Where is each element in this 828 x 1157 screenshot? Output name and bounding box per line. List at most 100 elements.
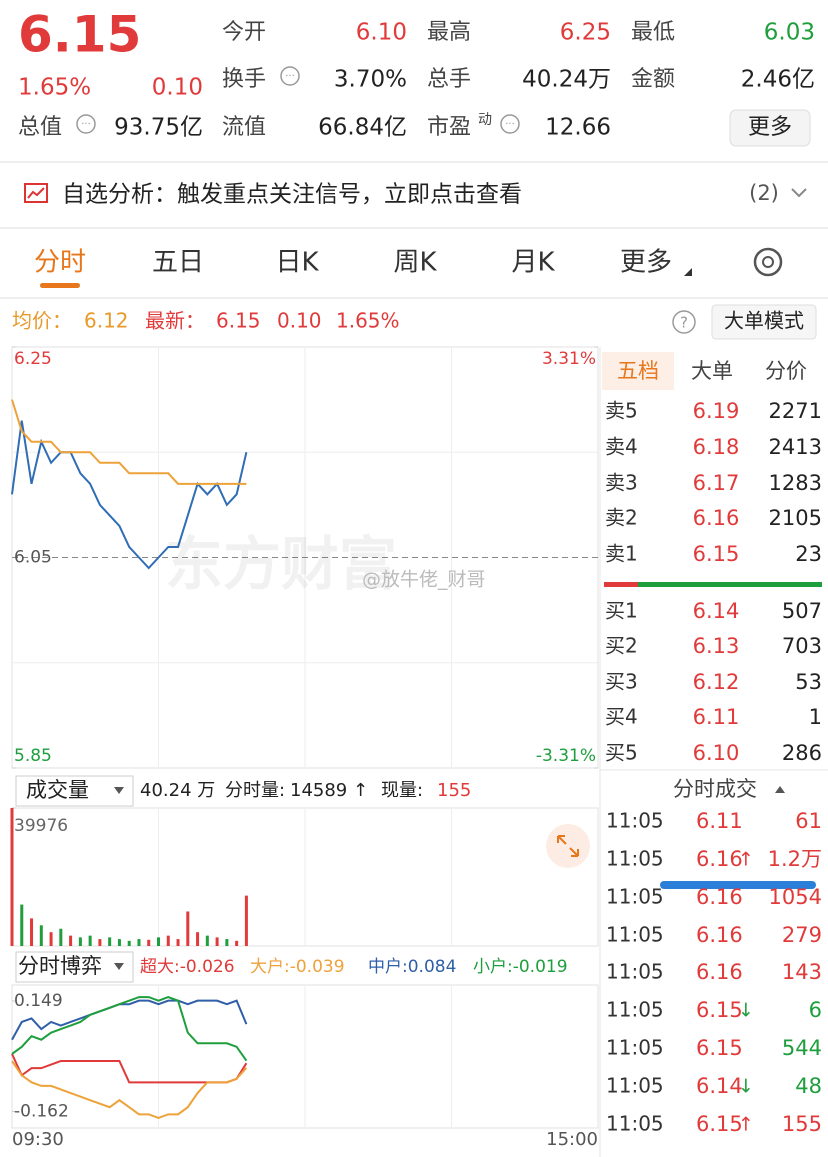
book-label: 买4 [605, 705, 638, 729]
trade-price: 6.16 [696, 847, 743, 871]
trade-price: 6.16 [696, 960, 743, 984]
volume-bar [88, 935, 92, 946]
tab-active [602, 352, 674, 390]
more-button-label[interactable]: 更多 [748, 115, 792, 140]
scroll-indicator [660, 881, 816, 889]
field-label: 今开 [222, 20, 266, 45]
trade-price: 6.15 [696, 1112, 743, 1136]
tab[interactable]: 日K [275, 248, 319, 278]
field-label: 市盈 [427, 115, 471, 140]
trade-price: 6.15 [696, 998, 743, 1022]
field-value: 3.70% [334, 67, 407, 93]
selector[interactable] [15, 775, 134, 807]
trade-time: 11:05 [606, 923, 664, 947]
book-label: 买5 [605, 741, 638, 765]
info-icon[interactable] [76, 114, 96, 134]
watermark: 东方财富 [165, 530, 397, 598]
selector-label[interactable]: 分时博弈 [18, 954, 102, 978]
dropdown-triangle [684, 268, 692, 276]
trade-price: 6.15 [696, 1036, 743, 1060]
last-value: 6.15 [216, 309, 261, 333]
book-price: 6.16 [693, 506, 740, 530]
settings-icon[interactable] [753, 247, 783, 277]
info-icon: ··· [285, 71, 295, 82]
selector[interactable] [15, 951, 134, 983]
tab[interactable]: 更多 [620, 248, 672, 278]
legend-entry: 小户:-0.019 [473, 957, 568, 977]
trade-volume: 155 [782, 1112, 822, 1136]
book-label: 买2 [605, 634, 638, 658]
field-value: 93.75亿 [114, 115, 203, 141]
info-icon[interactable] [500, 114, 520, 134]
tab[interactable]: 月K [511, 248, 555, 278]
ratio-bar-buy [638, 582, 822, 587]
info-icon[interactable] [280, 66, 300, 86]
volume-bar [59, 928, 63, 946]
trades-title: 分时成交 [673, 777, 757, 801]
trade-volume: 544 [782, 1036, 822, 1060]
selector-arrow [114, 787, 124, 794]
trade-volume: 1054 [769, 885, 822, 909]
volume-bar [137, 939, 141, 946]
volume-bar [244, 895, 248, 946]
tab[interactable]: 周K [393, 248, 437, 278]
trade-volume: 1.2万 [768, 847, 822, 871]
volume-bar [215, 937, 219, 946]
trade-volume: 61 [795, 809, 822, 833]
volume-bar [147, 939, 151, 946]
notice-count: (2) [749, 181, 779, 205]
trade-volume: 143 [782, 960, 822, 984]
book-label: 卖1 [605, 542, 638, 566]
trade-price: 6.16 [696, 885, 743, 909]
mode-button[interactable] [711, 304, 817, 340]
expand-button[interactable] [546, 824, 590, 868]
more-button[interactable] [729, 109, 811, 147]
book-price: 6.19 [693, 399, 740, 423]
last-change: 0.10 [277, 309, 322, 333]
sort-arrow [775, 786, 785, 793]
book-volume: 53 [795, 670, 822, 694]
series-line [11, 1060, 248, 1119]
volume-bar [117, 939, 121, 946]
book-tab[interactable]: 大单 [691, 359, 733, 383]
y2-tick-label: -3.31% [536, 746, 596, 766]
y-tick-label: 39976 [14, 816, 68, 836]
book-price: 6.18 [693, 435, 740, 459]
book-label: 买1 [605, 599, 638, 623]
trade-time: 11:05 [606, 847, 664, 871]
field-label: 换手 [222, 67, 266, 92]
mode-button-label[interactable]: 大单模式 [724, 309, 804, 333]
selector-label[interactable]: 成交量 [26, 778, 89, 802]
selector-arrow [114, 963, 124, 970]
volume-bar [78, 937, 82, 946]
chevron[interactable] [791, 188, 807, 198]
legend-entry: 大户:-0.039 [250, 957, 345, 977]
book-tab[interactable]: 分价 [765, 359, 807, 383]
help-icon[interactable] [672, 310, 696, 334]
y-tick-label: 6.25 [14, 349, 52, 369]
trade-price: 6.11 [696, 809, 743, 833]
y-tick-label: 0.149 [14, 991, 63, 1011]
book-tab[interactable]: 五档 [617, 359, 659, 383]
book-label: 卖2 [605, 506, 638, 530]
legend-entry: 超大:-0.026 [140, 957, 235, 977]
book-label: 卖5 [605, 399, 638, 423]
notice-icon [27, 187, 45, 199]
tab[interactable]: 分时 [34, 248, 86, 278]
field-value: 6.10 [356, 20, 407, 46]
volume-bar [69, 935, 73, 946]
field-value: 2.46亿 [741, 67, 815, 93]
tab[interactable]: 五日 [152, 248, 204, 278]
y-tick-label: 6.05 [14, 548, 52, 568]
volume-bar [205, 935, 209, 946]
trade-direction: ↓ [738, 1076, 754, 1098]
trade-direction: ↑ [738, 1114, 754, 1136]
info-icon: ··· [81, 119, 91, 130]
book-price: 6.14 [693, 599, 740, 623]
trade-time: 11:05 [606, 809, 664, 833]
book-volume: 2271 [769, 399, 822, 423]
volume-bar [49, 932, 53, 946]
volume-bar [196, 932, 200, 946]
trade-time: 11:05 [606, 998, 664, 1022]
change-pct: 1.65% [18, 75, 91, 101]
